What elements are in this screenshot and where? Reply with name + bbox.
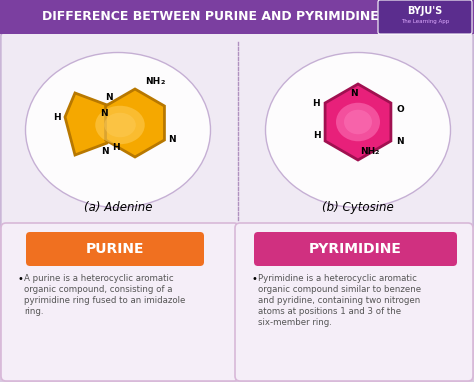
Ellipse shape bbox=[26, 52, 210, 207]
Text: A purine is a heterocyclic aromatic: A purine is a heterocyclic aromatic bbox=[24, 274, 173, 283]
Text: 2: 2 bbox=[161, 81, 165, 86]
Text: O: O bbox=[396, 105, 404, 113]
FancyBboxPatch shape bbox=[1, 223, 239, 381]
Text: NH: NH bbox=[145, 76, 160, 86]
Ellipse shape bbox=[95, 106, 145, 144]
FancyBboxPatch shape bbox=[0, 0, 474, 34]
Text: N: N bbox=[350, 89, 358, 97]
Text: H: H bbox=[312, 99, 320, 107]
Text: pyrimidine ring fused to an imidazole: pyrimidine ring fused to an imidazole bbox=[24, 296, 185, 305]
Text: PYRIMIDINE: PYRIMIDINE bbox=[309, 242, 401, 256]
FancyBboxPatch shape bbox=[1, 33, 473, 229]
Text: •: • bbox=[18, 274, 24, 284]
Text: DIFFERENCE BETWEEN PURINE AND PYRIMIDINE: DIFFERENCE BETWEEN PURINE AND PYRIMIDINE bbox=[42, 10, 378, 24]
Text: N: N bbox=[100, 110, 108, 118]
FancyBboxPatch shape bbox=[26, 232, 204, 266]
Text: The Learning App: The Learning App bbox=[401, 19, 449, 24]
Text: (b) Cytosine: (b) Cytosine bbox=[322, 201, 394, 215]
FancyBboxPatch shape bbox=[235, 223, 473, 381]
Text: N: N bbox=[101, 147, 109, 155]
Text: N: N bbox=[396, 136, 404, 146]
Text: ring.: ring. bbox=[24, 307, 44, 316]
Polygon shape bbox=[106, 89, 164, 157]
Text: NH: NH bbox=[360, 147, 375, 155]
Text: organic compound similar to benzene: organic compound similar to benzene bbox=[258, 285, 421, 294]
Text: •: • bbox=[252, 274, 258, 284]
Text: H: H bbox=[313, 131, 321, 141]
FancyBboxPatch shape bbox=[378, 0, 472, 34]
Ellipse shape bbox=[336, 103, 380, 141]
Polygon shape bbox=[325, 84, 391, 160]
Text: and pyridine, containing two nitrogen: and pyridine, containing two nitrogen bbox=[258, 296, 420, 305]
Text: atoms at positions 1 and 3 of the: atoms at positions 1 and 3 of the bbox=[258, 307, 401, 316]
FancyBboxPatch shape bbox=[254, 232, 457, 266]
Polygon shape bbox=[65, 93, 107, 155]
Ellipse shape bbox=[265, 52, 450, 207]
Text: 2: 2 bbox=[375, 151, 379, 155]
Text: PURINE: PURINE bbox=[86, 242, 144, 256]
Text: H: H bbox=[112, 142, 119, 152]
Text: six-member ring.: six-member ring. bbox=[258, 318, 332, 327]
Text: BYJU'S: BYJU'S bbox=[407, 6, 443, 16]
Ellipse shape bbox=[344, 110, 372, 134]
Text: N: N bbox=[168, 136, 175, 144]
Text: (a) Adenine: (a) Adenine bbox=[84, 201, 152, 215]
Text: H: H bbox=[53, 113, 61, 121]
Text: Pyrimidine is a heterocyclic aromatic: Pyrimidine is a heterocyclic aromatic bbox=[258, 274, 417, 283]
Ellipse shape bbox=[104, 113, 136, 137]
Text: organic compound, consisting of a: organic compound, consisting of a bbox=[24, 285, 173, 294]
Text: N: N bbox=[105, 94, 113, 102]
